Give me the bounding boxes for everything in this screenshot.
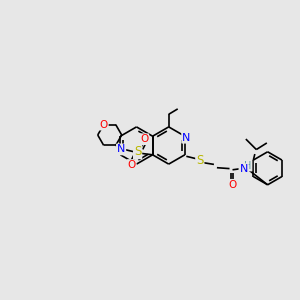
Text: O: O (100, 120, 108, 130)
Text: O: O (228, 180, 236, 190)
Text: H: H (244, 160, 251, 171)
Text: O: O (140, 134, 148, 144)
Text: S: S (196, 154, 203, 167)
Text: N: N (182, 133, 190, 143)
Text: O: O (128, 160, 136, 170)
Text: N: N (239, 164, 248, 174)
Text: S: S (134, 145, 141, 158)
Text: N: N (117, 144, 125, 154)
